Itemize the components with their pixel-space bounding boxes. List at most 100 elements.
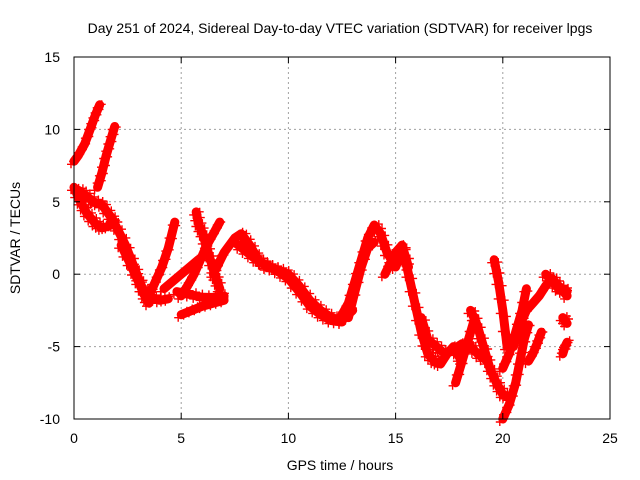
plus-marker — [421, 316, 430, 325]
plus-marker — [107, 125, 116, 134]
plus-marker — [254, 261, 263, 270]
plus-marker — [281, 277, 290, 286]
plus-marker — [149, 285, 158, 294]
plus-marker — [420, 338, 429, 347]
plus-marker — [560, 290, 569, 299]
plus-marker — [193, 227, 202, 236]
plus-marker — [211, 300, 220, 309]
plus-marker — [556, 349, 565, 358]
plus-marker — [242, 229, 251, 238]
plus-marker — [506, 401, 515, 410]
plus-marker — [111, 212, 120, 221]
plus-marker — [179, 311, 188, 320]
plus-marker — [195, 232, 204, 241]
axis-ticks — [73, 56, 611, 420]
plus-marker — [243, 254, 252, 263]
plus-marker — [437, 341, 446, 350]
plus-marker — [433, 363, 442, 371]
plus-marker — [295, 281, 304, 290]
plus-marker — [519, 287, 528, 296]
plus-marker — [106, 144, 115, 153]
plus-marker — [92, 179, 101, 188]
plus-marker — [327, 312, 336, 321]
plus-marker — [190, 216, 199, 225]
plus-marker — [508, 381, 517, 390]
plus-marker — [138, 278, 147, 287]
plus-marker — [347, 290, 356, 299]
plus-marker — [209, 226, 218, 235]
series-track-a — [67, 100, 106, 169]
plus-marker — [74, 148, 83, 157]
series-track-f — [142, 217, 181, 303]
plus-marker — [535, 289, 544, 298]
plus-marker — [509, 334, 518, 343]
x-tick-label: 15 — [388, 430, 404, 446]
plus-marker — [109, 226, 118, 235]
plus-marker — [487, 258, 496, 267]
plus-marker — [308, 309, 317, 318]
plus-marker — [551, 287, 560, 296]
plus-marker — [189, 210, 198, 219]
plus-marker — [118, 252, 127, 261]
plus-marker — [322, 309, 331, 318]
plus-marker — [198, 219, 207, 228]
plus-marker — [114, 218, 123, 226]
plus-marker — [491, 280, 500, 289]
plus-marker — [90, 202, 99, 211]
plus-marker — [182, 266, 191, 274]
plus-marker — [154, 266, 163, 274]
plus-marker — [80, 134, 89, 143]
series-track-aa — [555, 336, 574, 361]
plus-marker — [161, 284, 170, 293]
plus-marker — [156, 270, 165, 279]
plus-marker — [236, 237, 245, 246]
plus-marker — [185, 286, 194, 295]
plus-marker — [313, 313, 322, 322]
series-band — [558, 313, 572, 328]
plus-marker — [246, 235, 255, 244]
plus-marker — [191, 270, 200, 279]
plus-marker — [211, 262, 220, 271]
plus-marker — [398, 258, 407, 267]
series-track-ab — [555, 312, 573, 331]
plus-marker — [555, 352, 564, 361]
plus-marker — [425, 326, 434, 335]
plus-marker — [105, 132, 114, 141]
plus-marker — [525, 352, 534, 361]
plus-marker — [204, 261, 213, 270]
plus-marker — [496, 269, 505, 277]
plus-marker — [206, 302, 215, 311]
plus-marker — [425, 342, 433, 350]
plus-marker — [76, 206, 85, 215]
plus-marker — [112, 123, 121, 132]
plus-marker — [446, 348, 455, 357]
plus-marker — [252, 250, 261, 259]
plus-marker — [484, 345, 493, 353]
plus-marker — [165, 280, 174, 289]
chart-title: Day 251 of 2024, Sidereal Day-to-day VTE… — [88, 20, 593, 36]
plus-marker — [195, 305, 204, 314]
plus-marker — [101, 147, 110, 156]
plus-marker — [220, 294, 229, 302]
plus-marker — [174, 313, 183, 322]
plus-marker — [97, 176, 106, 185]
plus-marker — [515, 349, 524, 358]
plus-marker — [79, 212, 88, 221]
plus-marker — [202, 254, 211, 263]
plus-marker — [324, 319, 333, 328]
plus-marker — [471, 307, 480, 315]
plus-marker — [178, 269, 187, 278]
plus-marker — [145, 287, 154, 296]
plus-marker — [162, 255, 171, 264]
plus-marker — [158, 256, 167, 265]
plus-marker — [265, 267, 274, 276]
plus-marker — [300, 288, 309, 297]
plus-marker — [187, 273, 196, 282]
plus-marker — [374, 220, 383, 229]
plus-marker — [497, 378, 505, 387]
plus-marker — [88, 113, 97, 122]
plus-marker — [442, 350, 451, 359]
plus-marker — [215, 273, 224, 281]
plus-marker — [370, 228, 379, 237]
